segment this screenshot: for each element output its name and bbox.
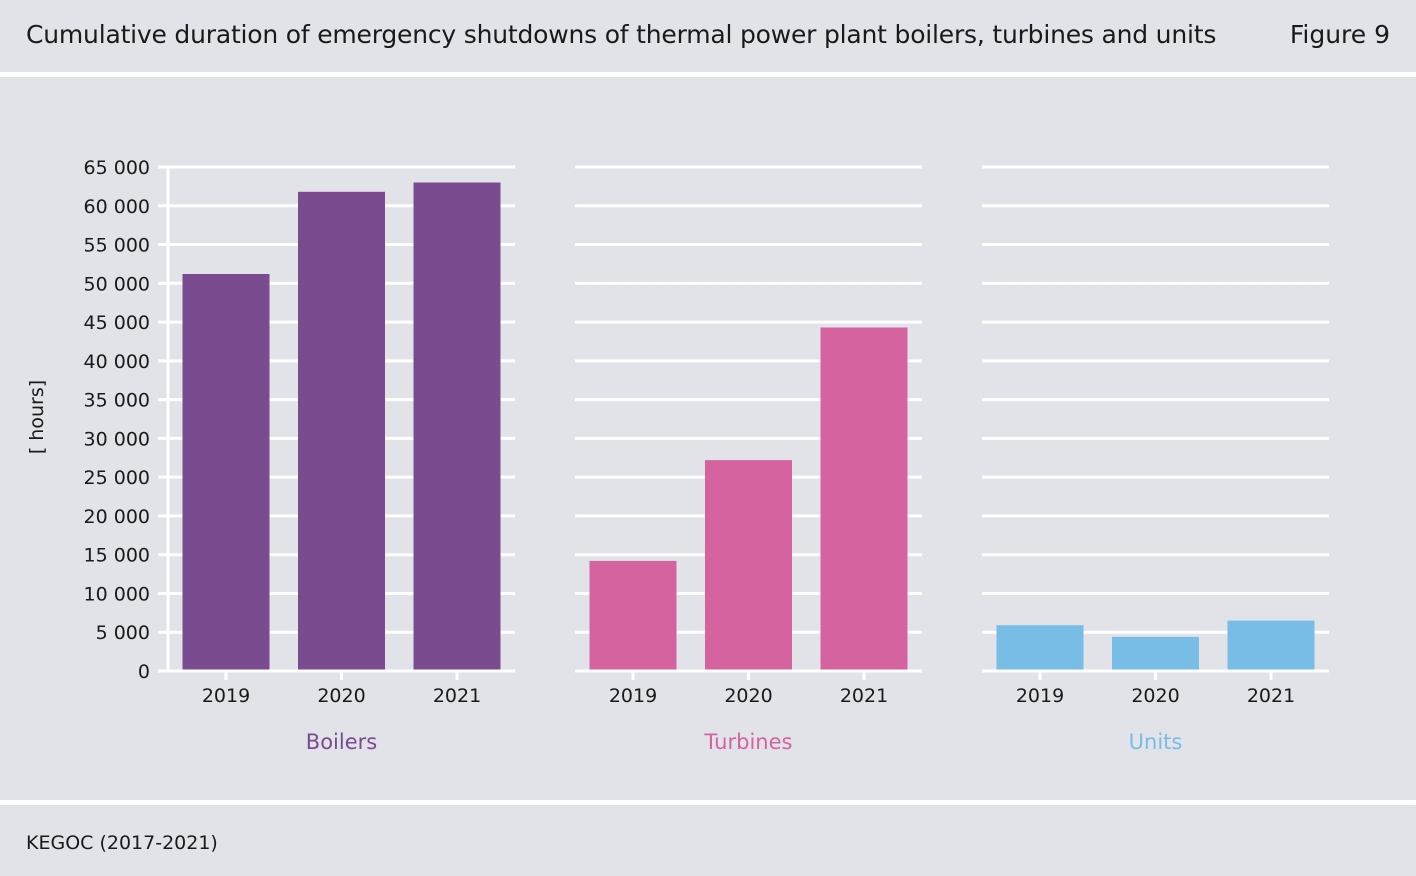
y-tick-label: 10 000 <box>84 583 150 605</box>
y-tick-label: 0 <box>138 661 150 683</box>
axis-layer <box>158 165 1329 680</box>
bar-turbines-2019 <box>589 560 677 671</box>
y-tick-label: 40 000 <box>84 351 150 373</box>
y-tick-label: 60 000 <box>84 196 150 218</box>
x-tick-label: 2021 <box>433 685 481 707</box>
x-tick-label: 2019 <box>609 685 657 707</box>
bar-turbines-2021 <box>820 327 908 671</box>
chart-title: Cumulative duration of emergency shutdow… <box>26 20 1217 49</box>
bar-units-2019 <box>996 625 1084 671</box>
y-tick-label: 55 000 <box>84 235 150 257</box>
group-label-turbines: Turbines <box>704 730 793 754</box>
source-note: KEGOC (2017-2021) <box>26 832 218 854</box>
label-layer: 0 5 000 10 000 15 000 20 000 25 000 30 000 35 0… <box>26 157 1295 754</box>
x-tick-label: 2020 <box>1131 685 1179 707</box>
x-tick-label: 2019 <box>202 685 250 707</box>
y-tick-label: 20 000 <box>84 506 150 528</box>
y-tick-label: 30 000 <box>84 428 150 450</box>
group-label-units: Units <box>1129 730 1183 754</box>
group-label-boilers: Boilers <box>306 730 377 754</box>
y-tick-label: 35 000 <box>84 390 150 412</box>
x-tick-label: 2020 <box>317 685 365 707</box>
bar-boilers-2020 <box>298 191 385 671</box>
bar-units-2021 <box>1227 620 1315 671</box>
bar-chart: 0 5 000 10 000 15 000 20 000 25 000 30 000 35 0… <box>26 157 1329 754</box>
header: Cumulative duration of emergency shutdow… <box>0 0 1416 72</box>
x-tick-label: 2021 <box>840 685 888 707</box>
bar-boilers-2021 <box>413 182 501 671</box>
x-tick-label: 2021 <box>1247 685 1295 707</box>
y-axis-label: [ hours] <box>26 380 48 454</box>
bar-layer <box>182 182 1315 671</box>
y-tick-label: 45 000 <box>84 312 150 334</box>
y-tick-label: 15 000 <box>84 545 150 567</box>
bar-boilers-2019 <box>182 274 270 671</box>
y-tick-label: 65 000 <box>84 157 150 179</box>
figure-label: Figure 9 <box>1289 20 1390 49</box>
x-tick-label: 2020 <box>724 685 772 707</box>
bar-units-2020 <box>1112 636 1199 671</box>
y-tick-label: 5 000 <box>96 622 150 644</box>
header-divider <box>0 72 1416 77</box>
x-tick-label: 2019 <box>1016 685 1064 707</box>
footer-divider <box>0 800 1416 805</box>
y-tick-label: 25 000 <box>84 467 150 489</box>
y-tick-label: 50 000 <box>84 273 150 295</box>
bar-turbines-2020 <box>705 460 792 671</box>
